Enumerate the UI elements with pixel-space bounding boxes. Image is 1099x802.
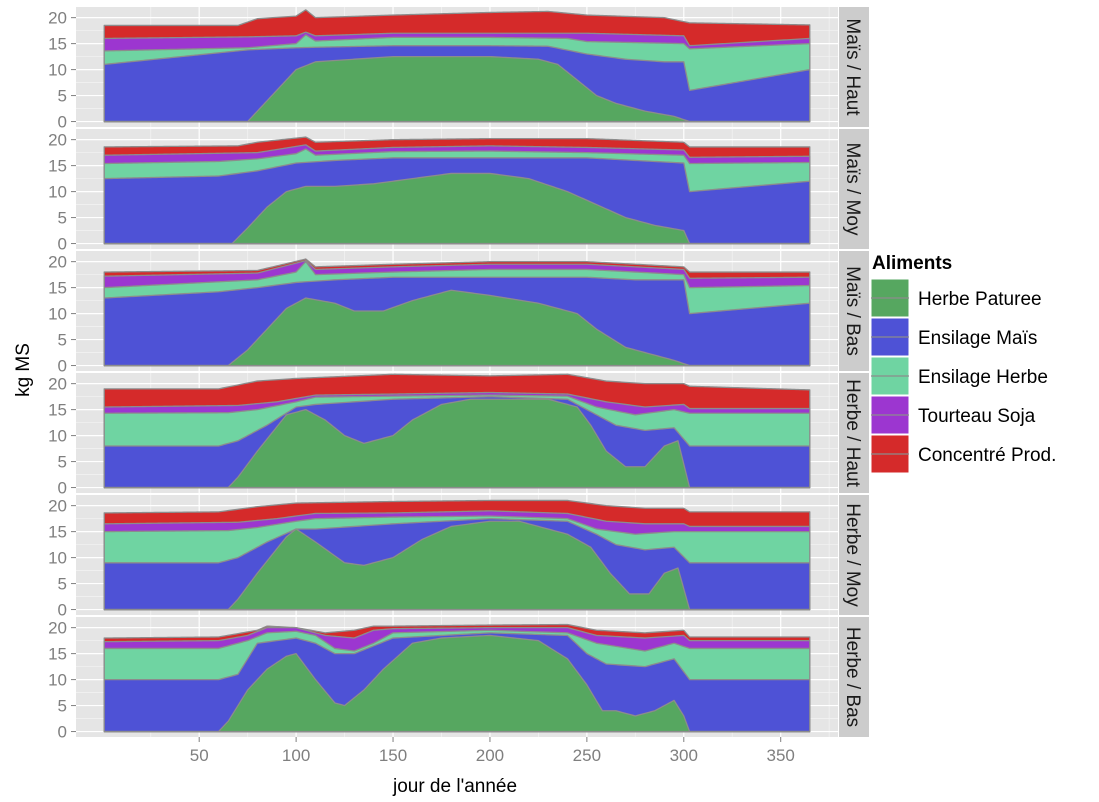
y-tick-label: 0 (58, 479, 67, 498)
legend-label: Ensilage Herbe (918, 367, 1048, 388)
x-tick-label: 250 (573, 746, 601, 765)
facet-strip (839, 495, 869, 615)
facet-panel: 0 5 10 15 20 Herbe / Moy (48, 495, 869, 620)
y-tick-label: 15 (48, 401, 67, 420)
x-tick-label: 350 (767, 746, 795, 765)
y-tick-label: 10 (48, 427, 67, 446)
y-tick-label: 10 (48, 61, 67, 80)
y-tick-label: 5 (58, 575, 67, 594)
legend: Aliments Herbe Paturee Ensilage Maïs Ensil… (870, 253, 1056, 474)
y-tick-label: 20 (48, 253, 67, 272)
y-tick-label: 5 (58, 209, 67, 228)
y-tick-label: 15 (48, 35, 67, 54)
area-series (103, 398, 811, 489)
y-tick-label: 20 (48, 131, 67, 150)
facet-strip-label: Herbe / Moy (842, 503, 863, 607)
y-axis-title: kg MS (13, 343, 34, 397)
y-tick-label: 5 (58, 87, 67, 106)
legend-label: Herbe Paturee (918, 289, 1042, 310)
y-tick-label: 5 (58, 697, 67, 716)
facet-strip-label: Maïs / Haut (842, 18, 863, 116)
facet-panel: 0 5 10 15 20 Maïs / Bas (48, 251, 869, 376)
facet-strip (839, 129, 869, 249)
x-axis: 50 100 150 200 250 300 350 (190, 737, 795, 765)
x-tick-label: 200 (476, 746, 504, 765)
y-tick-label: 0 (58, 113, 67, 132)
y-tick-label: 10 (48, 305, 67, 324)
y-tick-label: 15 (48, 157, 67, 176)
legend-entry: Tourteau Soja (870, 395, 1036, 435)
y-tick-label: 5 (58, 453, 67, 472)
y-tick-label: 15 (48, 645, 67, 664)
y-tick-label: 0 (58, 723, 67, 742)
y-tick-label: 20 (48, 619, 67, 638)
x-tick-label: 300 (670, 746, 698, 765)
legend-entry: Ensilage Maïs (870, 317, 1037, 357)
facet-panels: 0 5 10 15 20 Maïs / Haut 0 5 10 15 20 Maïs / Moy 0 5 1… (48, 7, 869, 742)
area-series (103, 55, 811, 123)
facet-panel: 0 5 10 15 20 Herbe / Haut (48, 373, 869, 498)
x-tick-label: 150 (379, 746, 407, 765)
y-tick-label: 15 (48, 523, 67, 542)
facet-panel: 0 5 10 15 20 Maïs / Moy (48, 129, 869, 254)
facet-strip (839, 251, 869, 371)
facet-strip-label: Maïs / Moy (842, 143, 863, 236)
legend-entry: Concentré Prod. (870, 434, 1056, 474)
facet-strip-label: Herbe / Haut (842, 379, 863, 487)
legend-items: Herbe Paturee Ensilage Maïs Ensilage Herbe… (870, 278, 1056, 474)
legend-label: Concentré Prod. (918, 445, 1056, 466)
facet-strip (839, 7, 869, 127)
area-series (103, 289, 811, 367)
y-tick-label: 20 (48, 497, 67, 516)
y-tick-label: 5 (58, 331, 67, 350)
y-tick-label: 15 (48, 279, 67, 298)
x-tick-label: 50 (190, 746, 209, 765)
x-axis-title: jour de l'année (392, 776, 517, 797)
legend-label: Tourteau Soja (918, 406, 1036, 427)
facet-strip (839, 373, 869, 493)
facet-panel: 0 5 10 15 20 Maïs / Haut (48, 7, 869, 132)
area-series (103, 520, 811, 611)
legend-label: Ensilage Maïs (918, 328, 1037, 349)
y-tick-label: 0 (58, 235, 67, 254)
y-tick-label: 10 (48, 549, 67, 568)
x-tick-label: 100 (282, 746, 310, 765)
y-tick-label: 0 (58, 601, 67, 620)
area-series (103, 172, 811, 245)
legend-entry: Herbe Paturee (870, 278, 1042, 318)
y-tick-label: 20 (48, 375, 67, 394)
legend-title: Aliments (872, 253, 952, 274)
y-tick-label: 10 (48, 183, 67, 202)
facet-panel: 0 5 10 15 20 Herbe / Bas (48, 617, 869, 742)
facet-strip (839, 617, 869, 737)
legend-entry: Ensilage Herbe (870, 356, 1048, 396)
y-tick-label: 0 (58, 357, 67, 376)
facet-strip-label: Maïs / Bas (842, 266, 863, 356)
area-series (103, 634, 811, 733)
y-tick-label: 20 (48, 9, 67, 28)
facet-strip-label: Herbe / Bas (842, 627, 863, 727)
y-tick-label: 10 (48, 671, 67, 690)
